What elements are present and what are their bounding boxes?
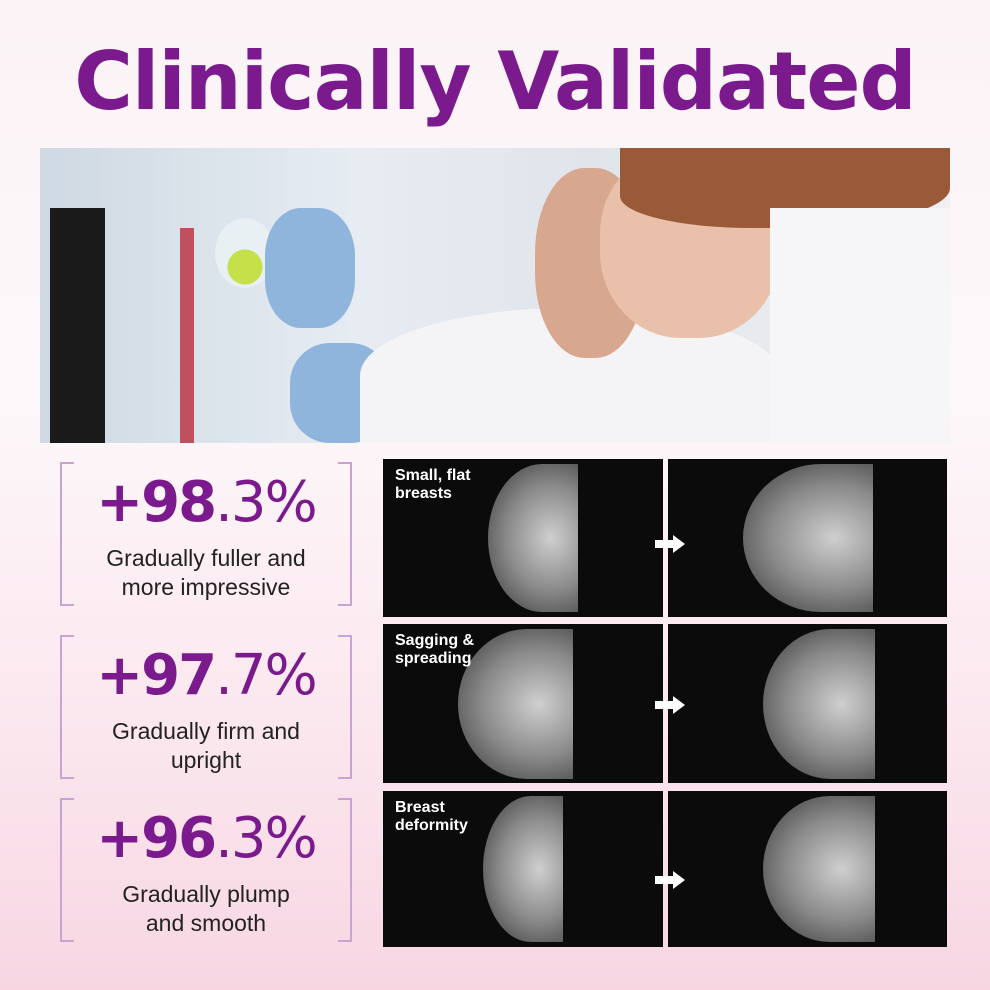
before-image-1: Small, flat breasts (383, 459, 663, 617)
stat-description: Gradually firm and upright (60, 717, 352, 775)
stat-description: Gradually fuller and more impressive (60, 544, 352, 602)
stat-description: Gradually plump and smooth (60, 880, 352, 938)
stat-main: +98 (96, 470, 217, 535)
comparison-label: Breast deformity (395, 799, 468, 834)
bracket-left (60, 798, 74, 942)
after-image-3 (668, 791, 947, 947)
bracket-left (60, 635, 74, 779)
lab-scientists-photo (40, 148, 950, 443)
stat-decimal: .3% (215, 806, 318, 871)
stat-percentage: +96.3% (60, 806, 352, 871)
comparison-label: Sagging & spreading (395, 632, 475, 667)
desc-line: and smooth (145, 910, 267, 936)
arrow-right-icon (655, 535, 685, 553)
after-image-1 (668, 459, 947, 617)
stat-main: +97 (96, 643, 217, 708)
stat-decimal: .7% (215, 643, 318, 708)
arrow-right-icon (655, 871, 685, 889)
desc-line: Gradually firm and (112, 718, 300, 744)
arrow-right-icon (655, 696, 685, 714)
bracket-left (60, 462, 74, 606)
before-image-3: Breast deformity (383, 791, 663, 947)
comparison-label: Small, flat breasts (395, 467, 471, 502)
after-image-2 (668, 624, 947, 783)
bracket-right (338, 462, 352, 606)
bracket-right (338, 798, 352, 942)
desc-line: more impressive (121, 574, 291, 600)
stat-firm: +97.7% Gradually firm and upright (60, 635, 352, 779)
stat-percentage: +98.3% (60, 470, 352, 535)
desc-line: upright (170, 747, 242, 773)
bracket-right (338, 635, 352, 779)
page-title: Clinically Validated (74, 35, 917, 128)
stat-decimal: .3% (215, 470, 318, 535)
desc-line: Gradually fuller and (106, 545, 306, 571)
before-image-2: Sagging & spreading (383, 624, 663, 783)
stat-main: +96 (96, 806, 217, 871)
stat-plump: +96.3% Gradually plump and smooth (60, 798, 352, 942)
desc-line: Gradually plump (122, 881, 290, 907)
stat-percentage: +97.7% (60, 643, 352, 708)
stat-fuller: +98.3% Gradually fuller and more impressi… (60, 462, 352, 606)
